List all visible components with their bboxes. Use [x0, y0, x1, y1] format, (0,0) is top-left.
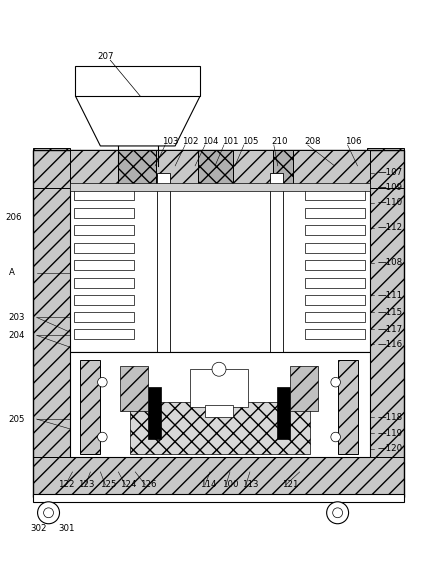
- Circle shape: [331, 432, 340, 442]
- Bar: [80, 361, 101, 454]
- Bar: [33, 494, 404, 502]
- Bar: [157, 173, 170, 352]
- Text: 113: 113: [242, 480, 258, 489]
- Bar: [305, 208, 364, 218]
- Text: 125: 125: [101, 480, 117, 489]
- Text: —115: —115: [378, 308, 402, 317]
- Circle shape: [97, 377, 107, 387]
- Text: 101: 101: [222, 137, 239, 147]
- Text: 100: 100: [222, 480, 239, 489]
- Bar: [74, 208, 134, 218]
- Text: 203: 203: [9, 313, 25, 322]
- Bar: [74, 243, 134, 252]
- Bar: [233, 150, 273, 188]
- Text: 205: 205: [9, 415, 25, 424]
- Text: —111: —111: [378, 291, 402, 300]
- Text: 204: 204: [9, 331, 25, 340]
- Text: —119: —119: [378, 428, 402, 438]
- Bar: [33, 150, 404, 497]
- Polygon shape: [76, 96, 200, 146]
- Bar: [130, 402, 310, 454]
- Bar: [305, 190, 364, 200]
- Text: 302: 302: [31, 524, 47, 533]
- Text: 121: 121: [282, 480, 298, 489]
- Bar: [76, 66, 200, 96]
- Text: —110: —110: [378, 198, 402, 207]
- Bar: [305, 243, 364, 252]
- Circle shape: [333, 508, 343, 518]
- Bar: [70, 188, 92, 352]
- Bar: [156, 150, 198, 188]
- Bar: [277, 387, 290, 439]
- Bar: [74, 296, 134, 305]
- Bar: [270, 173, 283, 352]
- Bar: [33, 148, 70, 457]
- Bar: [74, 259, 134, 270]
- Circle shape: [38, 502, 59, 524]
- Bar: [305, 225, 364, 235]
- Bar: [74, 278, 134, 288]
- Bar: [205, 405, 233, 417]
- Bar: [70, 183, 370, 191]
- Text: —108: —108: [378, 258, 402, 267]
- Text: 210: 210: [272, 137, 288, 147]
- Bar: [305, 312, 364, 323]
- Bar: [70, 185, 370, 352]
- Bar: [33, 457, 404, 497]
- Text: 123: 123: [79, 480, 95, 489]
- Bar: [74, 190, 134, 200]
- Bar: [33, 150, 404, 188]
- Bar: [273, 150, 293, 188]
- Bar: [190, 369, 248, 407]
- Text: —118: —118: [378, 413, 402, 421]
- Text: 301: 301: [59, 524, 75, 533]
- Bar: [74, 329, 134, 339]
- Bar: [338, 361, 357, 454]
- Bar: [293, 150, 370, 188]
- Text: 105: 105: [242, 137, 258, 147]
- Bar: [70, 150, 118, 188]
- Text: 126: 126: [140, 480, 157, 489]
- Bar: [305, 329, 364, 339]
- Text: 104: 104: [202, 137, 218, 147]
- Text: 106: 106: [345, 137, 361, 147]
- Bar: [148, 387, 161, 439]
- Text: —107: —107: [378, 168, 402, 177]
- Text: —112: —112: [378, 223, 402, 232]
- Bar: [367, 148, 404, 457]
- Text: —117: —117: [378, 325, 402, 334]
- Circle shape: [44, 508, 53, 518]
- Text: —109: —109: [378, 183, 402, 192]
- Text: 207: 207: [97, 52, 114, 61]
- Bar: [305, 259, 364, 270]
- Bar: [74, 312, 134, 323]
- Bar: [347, 188, 368, 352]
- Text: 114: 114: [200, 480, 217, 489]
- Bar: [305, 278, 364, 288]
- Text: 124: 124: [120, 480, 137, 489]
- Text: A: A: [9, 268, 14, 277]
- Bar: [198, 150, 233, 188]
- Text: 102: 102: [182, 137, 198, 147]
- Bar: [70, 352, 370, 457]
- Circle shape: [212, 362, 226, 376]
- Bar: [118, 150, 156, 188]
- Bar: [290, 366, 318, 411]
- Text: 122: 122: [59, 480, 75, 489]
- Text: —116: —116: [378, 340, 402, 349]
- Circle shape: [331, 377, 340, 387]
- Text: 208: 208: [305, 137, 321, 147]
- Circle shape: [326, 502, 349, 524]
- Text: 103: 103: [162, 137, 179, 147]
- Text: —120: —120: [378, 444, 402, 454]
- Bar: [120, 366, 148, 411]
- Bar: [305, 296, 364, 305]
- Text: 206: 206: [6, 213, 22, 222]
- Circle shape: [97, 432, 107, 442]
- Bar: [74, 225, 134, 235]
